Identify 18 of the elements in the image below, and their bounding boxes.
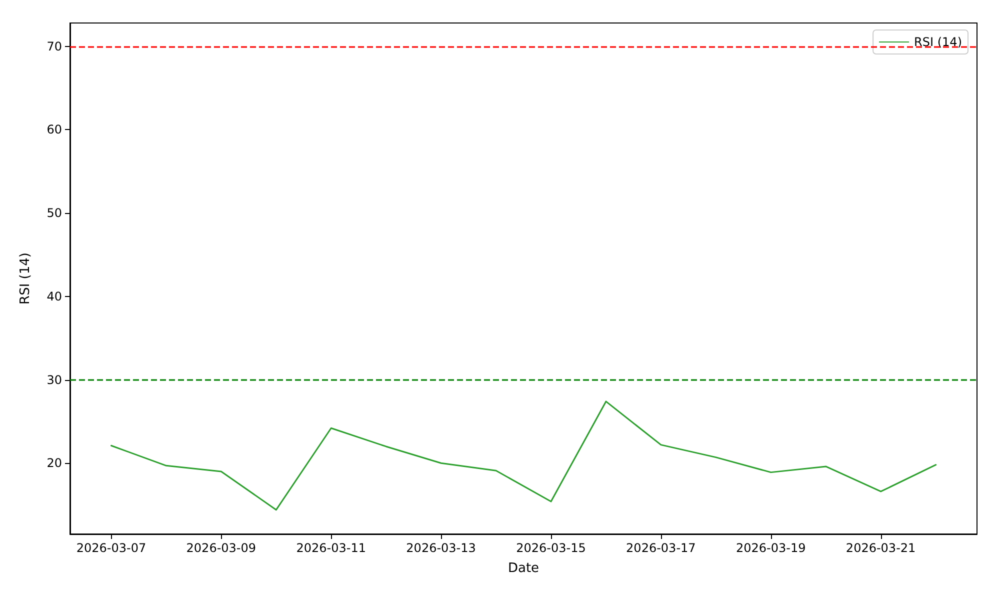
x-tick-label: 2026-03-19 [736, 541, 806, 555]
y-tick-label: 70 [46, 39, 62, 54]
x-tick-label: 2026-03-07 [76, 541, 146, 555]
x-tick-label: 2026-03-11 [296, 541, 366, 555]
y-axis-title: RSI (14) [18, 252, 33, 304]
legend-label: RSI (14) [914, 35, 962, 49]
line-series [110, 400, 937, 511]
x-tick-label: 2026-03-09 [186, 541, 256, 555]
y-tick-label: 40 [46, 289, 62, 304]
x-tick-label: 2026-03-15 [516, 541, 586, 555]
y-tick-label: 50 [46, 206, 62, 220]
x-tick-label: 2026-03-13 [406, 541, 476, 555]
y-tick-label: 60 [46, 122, 62, 137]
y-tick-label: 30 [46, 372, 62, 387]
x-tick-label: 2026-03-21 [846, 541, 916, 555]
x-axis-title: Date [508, 561, 540, 576]
y-tick-label: 20 [46, 456, 62, 470]
x-tick-label: 2026-03-17 [626, 541, 696, 555]
